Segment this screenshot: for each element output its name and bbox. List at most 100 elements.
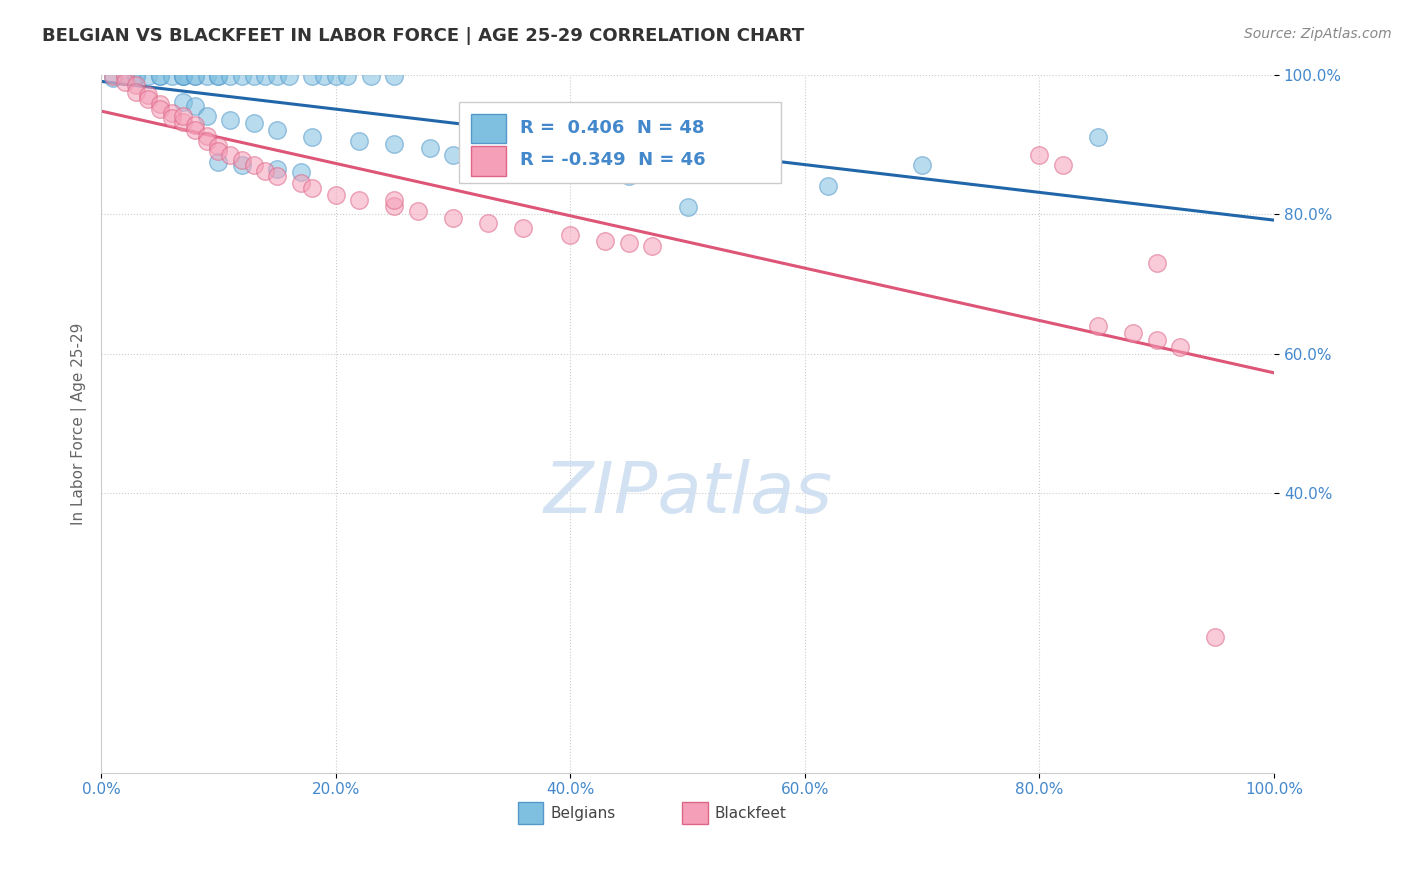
Point	[641, 238, 664, 252]
Point	[125, 78, 148, 92]
Point	[195, 69, 218, 83]
Point	[184, 123, 207, 137]
Point	[207, 154, 229, 169]
Point	[114, 69, 136, 83]
Point	[441, 211, 464, 225]
Point	[1204, 630, 1226, 644]
Point	[207, 69, 229, 83]
Bar	[471, 146, 506, 176]
Point	[254, 69, 277, 83]
Point	[149, 103, 172, 117]
Point	[172, 110, 194, 124]
Text: Blackfeet: Blackfeet	[714, 805, 786, 821]
Point	[207, 145, 229, 159]
Point	[266, 161, 288, 176]
Point	[219, 148, 242, 162]
Point	[382, 199, 405, 213]
Point	[160, 69, 183, 83]
Point	[419, 141, 441, 155]
Point	[312, 69, 335, 83]
Point	[242, 158, 264, 172]
Point	[136, 88, 159, 103]
Point	[617, 236, 640, 251]
Point	[1146, 256, 1168, 270]
Point	[231, 69, 253, 83]
Point	[1168, 340, 1191, 354]
Point	[617, 169, 640, 183]
Point	[817, 179, 839, 194]
Point	[1087, 318, 1109, 333]
Point	[219, 69, 242, 83]
Point	[301, 69, 323, 83]
Point	[911, 158, 934, 172]
Point	[242, 116, 264, 130]
Point	[101, 69, 124, 83]
FancyBboxPatch shape	[458, 103, 782, 183]
Point	[172, 115, 194, 129]
Point	[160, 106, 183, 120]
Bar	[471, 113, 506, 143]
Point	[290, 176, 312, 190]
Point	[290, 165, 312, 179]
Point	[149, 96, 172, 111]
Point	[336, 69, 359, 83]
Point	[1028, 148, 1050, 162]
Point	[172, 95, 194, 110]
Text: Source: ZipAtlas.com: Source: ZipAtlas.com	[1244, 27, 1392, 41]
Y-axis label: In Labor Force | Age 25-29: In Labor Force | Age 25-29	[72, 322, 87, 524]
Point	[266, 169, 288, 183]
Point	[347, 134, 370, 148]
Point	[184, 69, 207, 83]
Text: Belgians: Belgians	[550, 805, 616, 821]
Text: R = -0.349  N = 46: R = -0.349 N = 46	[520, 152, 706, 169]
Point	[195, 134, 218, 148]
Point	[560, 228, 582, 243]
Text: ZIPatlas: ZIPatlas	[543, 458, 832, 528]
Point	[184, 99, 207, 113]
Point	[195, 128, 218, 143]
Point	[382, 69, 405, 83]
Bar	[682, 802, 707, 824]
Point	[136, 92, 159, 106]
Point	[172, 69, 194, 83]
Point	[114, 74, 136, 88]
Point	[149, 69, 172, 83]
Point	[160, 111, 183, 125]
Point	[360, 69, 382, 83]
Bar	[517, 802, 543, 824]
Point	[184, 118, 207, 132]
Point	[301, 180, 323, 194]
Point	[125, 85, 148, 99]
Point	[382, 193, 405, 207]
Point	[512, 221, 534, 235]
Point	[195, 110, 218, 124]
Point	[207, 138, 229, 153]
Point	[219, 112, 242, 127]
Point	[231, 153, 253, 168]
Point	[325, 187, 347, 202]
Point	[1052, 158, 1074, 172]
Text: BELGIAN VS BLACKFEET IN LABOR FORCE | AGE 25-29 CORRELATION CHART: BELGIAN VS BLACKFEET IN LABOR FORCE | AG…	[42, 27, 804, 45]
Point	[1146, 333, 1168, 347]
Point	[325, 69, 347, 83]
Point	[254, 164, 277, 178]
Point	[441, 148, 464, 162]
Point	[1087, 130, 1109, 145]
Point	[101, 70, 124, 85]
Point	[301, 130, 323, 145]
Point	[114, 69, 136, 83]
Point	[207, 69, 229, 83]
Point	[477, 215, 499, 229]
Point	[231, 158, 253, 172]
Point	[347, 193, 370, 207]
Point	[382, 137, 405, 152]
Point	[1122, 326, 1144, 340]
Point	[172, 69, 194, 83]
Point	[266, 69, 288, 83]
Point	[406, 203, 429, 218]
Point	[172, 69, 194, 83]
Point	[125, 69, 148, 83]
Point	[136, 69, 159, 83]
Point	[125, 69, 148, 83]
Point	[266, 123, 288, 137]
